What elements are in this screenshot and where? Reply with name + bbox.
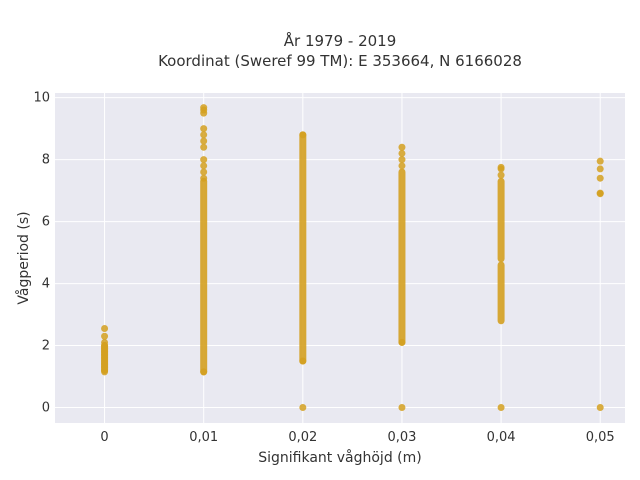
data-point bbox=[596, 174, 604, 182]
data-point bbox=[398, 162, 406, 170]
y-tick-label: 2 bbox=[42, 339, 50, 354]
x-axis-title: Signifikant våghöjd (m) bbox=[258, 449, 421, 466]
data-point bbox=[299, 131, 307, 139]
data-point bbox=[398, 404, 406, 412]
data-point bbox=[497, 404, 505, 412]
data-points bbox=[101, 104, 604, 412]
data-point bbox=[200, 174, 208, 182]
data-point bbox=[596, 404, 604, 412]
y-tick-label: 4 bbox=[42, 277, 50, 292]
y-tick-labels: 0 2 4 6 8 10 bbox=[33, 91, 50, 416]
data-point-band bbox=[497, 261, 505, 325]
x-tick-label: 0,01 bbox=[189, 430, 218, 445]
data-point bbox=[200, 131, 208, 139]
data-point bbox=[200, 104, 208, 112]
data-point bbox=[200, 162, 208, 170]
data-point bbox=[596, 189, 604, 197]
x-tick-labels: 0 0,01 0,02 0,03 0,04 0,05 bbox=[100, 430, 614, 445]
y-tick-label: 10 bbox=[33, 91, 50, 106]
data-point bbox=[200, 143, 208, 151]
x-tick-label: 0,04 bbox=[487, 430, 516, 445]
y-tick-label: 6 bbox=[42, 215, 50, 230]
data-point bbox=[200, 125, 208, 133]
x-tick-label: 0,05 bbox=[586, 430, 615, 445]
x-tick-label: 0,02 bbox=[288, 430, 317, 445]
y-tick-label: 0 bbox=[42, 401, 50, 416]
data-point-band bbox=[200, 177, 208, 376]
data-point bbox=[101, 338, 109, 346]
x-tick-label: 0,03 bbox=[387, 430, 416, 445]
chart-title-line2: Koordinat (Sweref 99 TM): E 353664, N 61… bbox=[158, 52, 522, 70]
y-tick-label: 8 bbox=[42, 153, 50, 168]
data-point-band bbox=[398, 168, 406, 346]
y-axis-title: Vågperiod (s) bbox=[15, 211, 32, 304]
data-point-band bbox=[497, 177, 505, 263]
chart-title-line1: År 1979 - 2019 bbox=[284, 31, 397, 50]
data-point bbox=[101, 324, 109, 332]
data-point bbox=[200, 168, 208, 176]
data-point bbox=[299, 404, 307, 412]
data-point bbox=[497, 171, 505, 179]
data-point bbox=[200, 156, 208, 164]
data-point bbox=[497, 163, 505, 171]
data-point-band bbox=[299, 131, 307, 365]
data-point bbox=[299, 357, 307, 365]
data-point bbox=[398, 143, 406, 151]
data-point bbox=[200, 137, 208, 145]
data-point bbox=[596, 157, 604, 165]
plot-area bbox=[55, 93, 625, 423]
data-point bbox=[398, 338, 406, 346]
data-point bbox=[398, 149, 406, 157]
x-tick-label: 0 bbox=[100, 430, 108, 445]
data-point bbox=[101, 332, 109, 340]
data-point bbox=[398, 156, 406, 164]
data-point bbox=[200, 368, 208, 376]
data-point bbox=[596, 165, 604, 173]
